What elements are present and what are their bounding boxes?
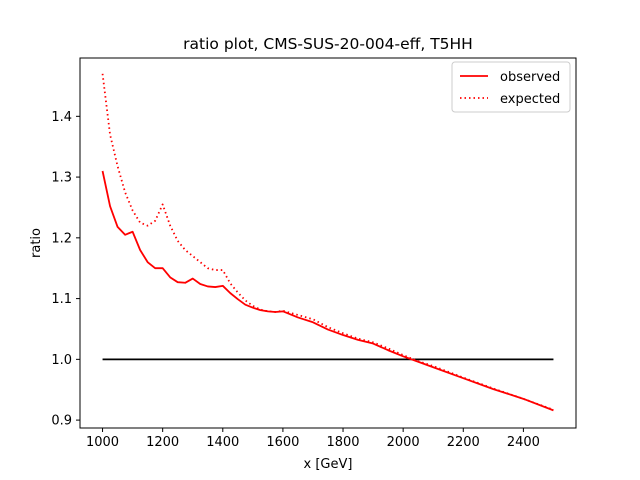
x-tick-label: 1600 [266, 435, 299, 450]
y-tick-label: 0.9 [51, 414, 72, 429]
x-tick-label: 1400 [206, 435, 239, 450]
x-tick-label: 1000 [86, 435, 119, 450]
series-line-observed [101, 170, 554, 412]
x-axis-ticks: 1000 1200 1400 1600 1800 2000 2200 2400 [86, 428, 540, 450]
x-tick-label: 2400 [507, 435, 540, 450]
y-tick-label: 1.2 [51, 231, 72, 246]
x-tick-label: 2000 [387, 435, 420, 450]
legend: observed expected [451, 61, 571, 113]
chart-title: ratio plot, CMS-SUS-20-004-eff, T5HH [183, 35, 473, 53]
y-tick-label: 1.3 [51, 171, 72, 186]
series-line-expected [101, 73, 554, 411]
legend-box [451, 61, 571, 113]
y-axis-ticks: 0.9 1.0 1.1 1.2 1.3 1.4 [51, 110, 80, 429]
y-tick-label: 1.1 [51, 292, 72, 307]
legend-observed-label: observed [500, 70, 560, 85]
y-tick-label: 1.4 [51, 110, 72, 125]
y-axis-label: ratio [29, 228, 44, 258]
legend-expected-label: expected [500, 92, 560, 107]
plot-frame [79, 57, 577, 429]
x-tick-label: 2200 [447, 435, 480, 450]
x-axis-label: x [GeV] [304, 457, 353, 472]
x-tick-label: 1800 [326, 435, 359, 450]
x-tick-label: 1200 [146, 435, 179, 450]
series-layer [101, 73, 554, 412]
y-tick-label: 1.0 [51, 353, 72, 368]
